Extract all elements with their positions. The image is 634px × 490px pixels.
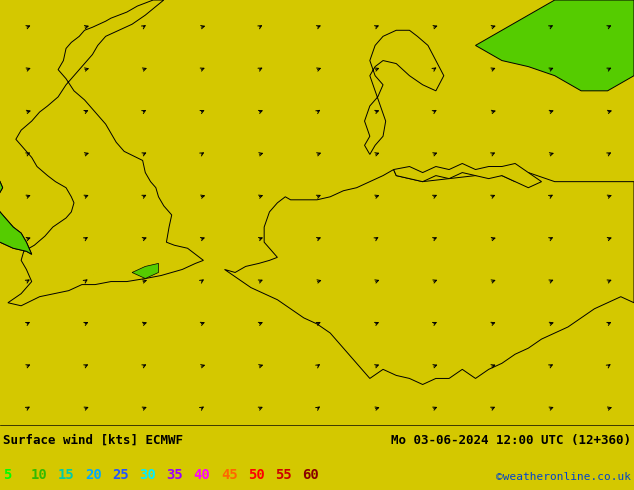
Polygon shape	[0, 146, 32, 254]
Text: 15: 15	[58, 468, 74, 483]
Text: 35: 35	[166, 468, 183, 483]
Polygon shape	[8, 0, 204, 306]
Polygon shape	[365, 30, 444, 154]
Text: 45: 45	[221, 468, 238, 483]
Polygon shape	[0, 146, 32, 254]
Text: 20: 20	[85, 468, 101, 483]
Polygon shape	[394, 164, 541, 188]
Text: 40: 40	[193, 468, 210, 483]
Text: 60: 60	[302, 468, 320, 483]
Text: 50: 50	[248, 468, 265, 483]
Text: 30: 30	[139, 468, 156, 483]
Text: 55: 55	[275, 468, 292, 483]
Text: Surface wind [kts] ECMWF: Surface wind [kts] ECMWF	[3, 434, 183, 447]
Text: 25: 25	[112, 468, 129, 483]
Text: 10: 10	[30, 468, 47, 483]
Text: ©weatheronline.co.uk: ©weatheronline.co.uk	[496, 472, 631, 482]
Polygon shape	[476, 0, 634, 91]
Polygon shape	[132, 264, 158, 278]
Text: 5: 5	[3, 468, 11, 483]
Polygon shape	[224, 170, 634, 385]
Text: Mo 03-06-2024 12:00 UTC (12+360): Mo 03-06-2024 12:00 UTC (12+360)	[391, 434, 631, 447]
